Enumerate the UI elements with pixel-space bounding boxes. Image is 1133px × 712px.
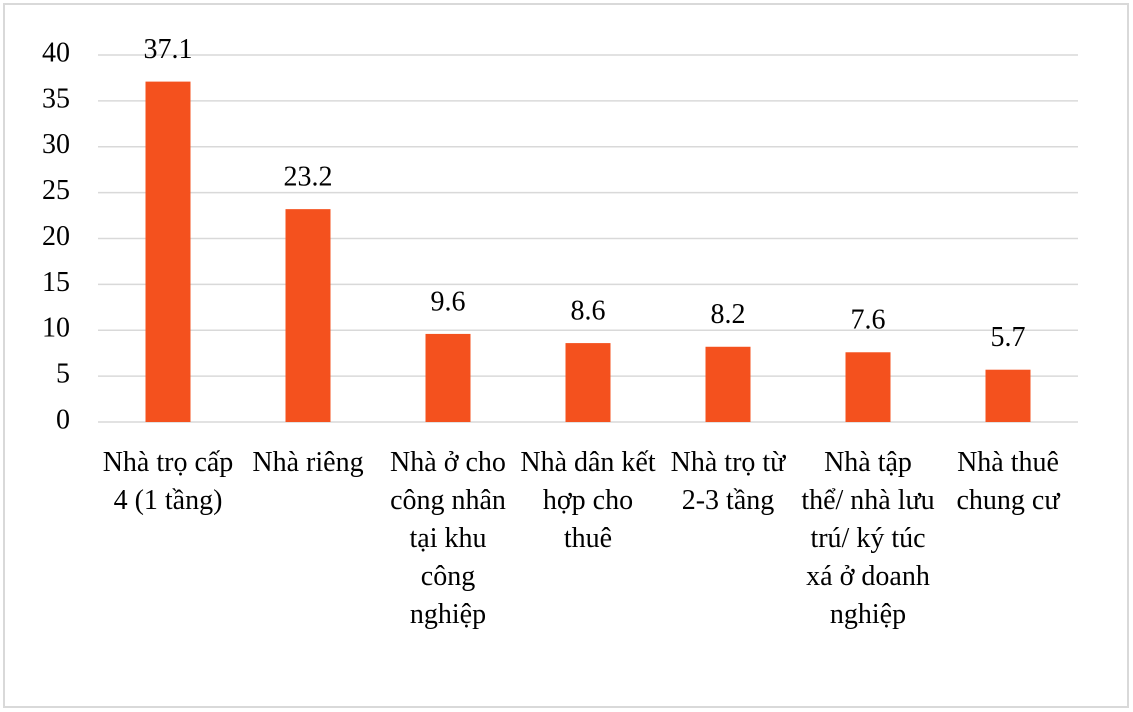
bar (565, 343, 611, 422)
bar (705, 346, 751, 422)
y-tick-label: 35 (42, 83, 70, 114)
y-tick-label: 10 (42, 313, 70, 344)
x-tick-label: Nhà trọ từ 2-3 tầng (670, 447, 786, 516)
value-label: 9.6 (431, 286, 466, 317)
x-tick-label: Nhà riêng (252, 447, 364, 478)
y-tick-label: 5 (56, 359, 70, 390)
x-tick-label: Nhà ở cho công nhân tại khu công nghiệp (390, 447, 506, 630)
x-tick-label: Nhà tập thể/ nhà lưu trú/ ký túc xá ở do… (801, 447, 935, 630)
bar (285, 209, 331, 422)
value-label: 7.6 (851, 305, 886, 336)
y-tick-label: 20 (42, 221, 70, 252)
x-tick-label: Nhà thuê chung cư (956, 447, 1060, 516)
value-label: 5.7 (991, 322, 1026, 353)
y-tick-label: 30 (42, 129, 70, 160)
bar (845, 352, 891, 422)
bar (145, 81, 191, 423)
y-tick-label: 15 (42, 267, 70, 298)
value-label: 8.6 (571, 296, 606, 327)
value-label: 8.2 (711, 299, 746, 330)
value-label: 23.2 (284, 162, 333, 193)
x-tick-label: Nhà trọ cấp 4 (1 tầng) (102, 447, 234, 516)
value-label: 37.1 (144, 34, 193, 65)
y-tick-label: 40 (42, 37, 70, 68)
y-tick-label: 25 (42, 175, 70, 206)
x-tick-label: Nhà dân kết hợp cho thuê (520, 447, 656, 554)
bar (425, 333, 471, 422)
chart-border (3, 3, 1129, 708)
bar (985, 369, 1031, 422)
y-tick-label: 0 (56, 404, 70, 435)
